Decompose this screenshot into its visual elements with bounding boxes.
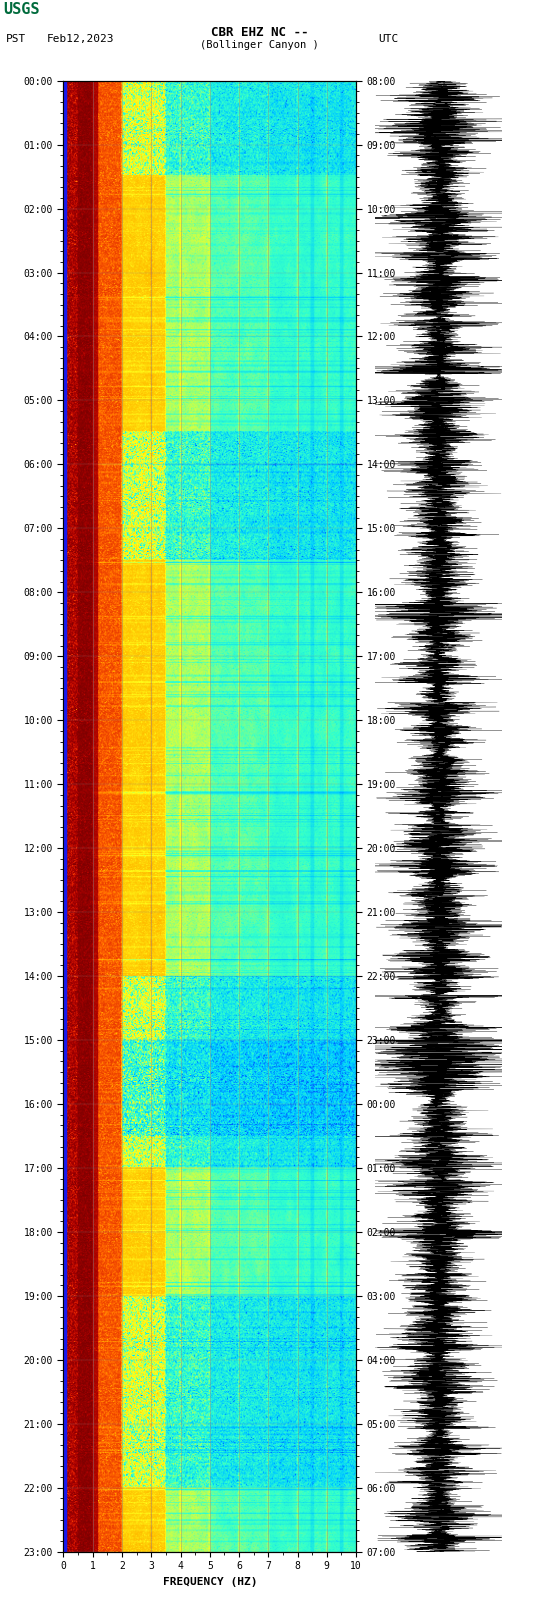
Bar	[63, 81, 66, 1552]
Text: (Bollinger Canyon ): (Bollinger Canyon )	[200, 40, 319, 50]
Text: PST: PST	[6, 34, 26, 44]
Text: UTC: UTC	[378, 34, 399, 44]
X-axis label: FREQUENCY (HZ): FREQUENCY (HZ)	[162, 1578, 257, 1587]
Text: USGS: USGS	[3, 2, 39, 16]
Text: Feb12,2023: Feb12,2023	[47, 34, 114, 44]
Text: CBR EHZ NC --: CBR EHZ NC --	[211, 26, 308, 39]
